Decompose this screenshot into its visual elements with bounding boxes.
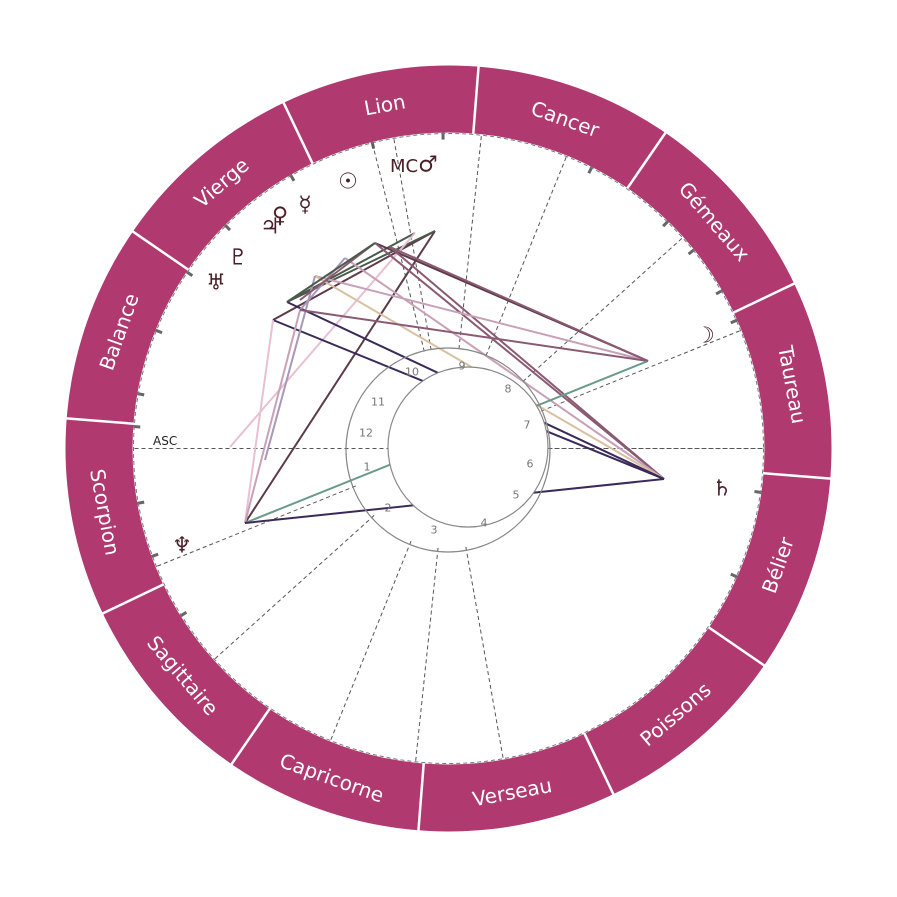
house-number-4: 4 <box>481 517 488 530</box>
aspect-line <box>272 230 436 321</box>
zodiac-ring <box>64 64 833 833</box>
degree-tick <box>154 328 163 335</box>
aspect-line <box>244 230 436 524</box>
aspect-line <box>374 242 665 480</box>
house-number-9: 9 <box>459 360 466 373</box>
degree-tick <box>223 223 232 232</box>
sign-divider <box>731 281 797 315</box>
house-number-2: 2 <box>385 502 392 515</box>
house-cusp-line <box>393 139 432 351</box>
degree-tick <box>730 572 738 579</box>
saturn-icon: ♄ <box>712 477 732 502</box>
mars-icon: ♂ <box>418 153 438 178</box>
house-number-8: 8 <box>505 383 512 396</box>
house-cusp-line <box>485 157 567 356</box>
house-number-11: 11 <box>371 396 385 409</box>
sign-divider <box>281 100 315 166</box>
sign-divider <box>706 625 767 668</box>
jupiter-icon: ♃ <box>260 215 280 240</box>
aspect-line <box>299 309 649 362</box>
sign-divider <box>417 761 426 833</box>
house-number-7: 7 <box>524 419 531 432</box>
house-cusp-line <box>157 485 356 567</box>
house-number-3: 3 <box>431 524 438 537</box>
house-number-1: 1 <box>364 461 371 474</box>
house-number-6: 6 <box>527 458 534 471</box>
planet-glyphs: ☉ ☽ ☿ ♀ ♂ ♃ ♄ ♅ ♆ ♇ <box>172 153 732 559</box>
mercury-icon: ☿ <box>298 193 312 218</box>
sign-divider <box>100 582 166 616</box>
house-number-5: 5 <box>513 489 520 502</box>
inner-ring-inner <box>387 366 549 528</box>
sign-divider <box>471 64 480 136</box>
moon-icon: ☽ <box>695 324 715 349</box>
degree-tick <box>730 318 738 325</box>
venus-icon: ♀ <box>272 204 288 229</box>
house-cusp-line <box>330 541 412 740</box>
aspect-line <box>344 257 665 480</box>
aspect-line <box>314 275 649 362</box>
aspect-line <box>286 242 376 303</box>
aspect-line <box>286 232 416 303</box>
mc-label: MC <box>390 156 418 177</box>
sun-icon: ☉ <box>338 170 358 195</box>
sign-divider <box>130 229 191 272</box>
sign-divider <box>582 731 616 797</box>
degree-tick <box>151 552 159 558</box>
house-cusp-line <box>214 515 375 659</box>
pluto-icon: ♇ <box>228 246 248 271</box>
sign-divider <box>64 417 136 426</box>
aspect-line <box>244 309 301 524</box>
uranus-icon: ♅ <box>206 271 226 296</box>
house-cusp-line <box>541 330 740 412</box>
inner-ring-outer <box>345 347 551 553</box>
house-number-10: 10 <box>405 366 419 379</box>
sign-divider <box>761 471 833 480</box>
sign-divider <box>625 130 668 191</box>
aspect-line <box>244 319 274 524</box>
house-cusp-line <box>465 546 504 758</box>
aspect-line <box>389 246 665 480</box>
neptune-icon: ♆ <box>172 534 192 559</box>
house-cusp-line <box>415 547 439 761</box>
aspect-line <box>264 275 316 461</box>
aspect-line <box>389 246 649 362</box>
house-circle <box>133 133 764 764</box>
house-number-12: 12 <box>359 427 373 440</box>
asc-label: ASC <box>153 434 177 448</box>
house-cusp-line <box>522 238 683 382</box>
sign-divider <box>229 706 272 767</box>
